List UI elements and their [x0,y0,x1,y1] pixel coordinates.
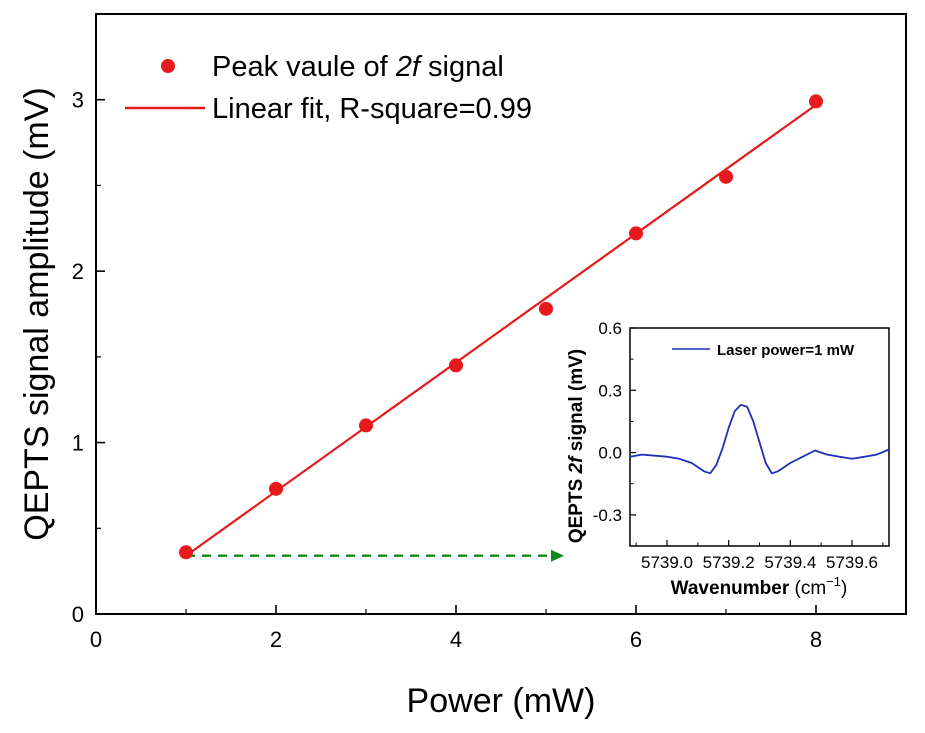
scatter-point-6 [719,169,733,184]
legend-label-scatter: Peak vaule of 2f signal [212,51,504,83]
inset-x-tick-label-1: 5739.2 [703,553,755,572]
inset-x-tick-label-2: 5739.4 [764,553,816,572]
scatter-point-0 [179,545,193,560]
main-plot-frame [95,13,907,615]
inset-legend: Laser power=1 mW [672,342,855,359]
inset-y-axis-title-prefix: QEPTS [566,473,587,543]
inset-y-axis-title-suffix: signal (mV) [566,349,587,457]
main-y-tick-label-0: 0 [72,602,84,627]
main-x-tick-label-0: 0 [90,627,102,652]
main-y-axis-title: QEPTS signal amplitude (mV) [18,87,56,541]
main-y-tick-label-3: 3 [72,88,84,113]
inset-plot-frame [629,327,890,547]
main-axis-ticks: 0 2 4 6 8 0 1 2 3 [72,88,822,652]
scatter-point-4 [539,301,553,316]
scatter-point-1 [269,481,283,496]
main-y-tick-label-1: 1 [72,431,84,456]
inset-x-axis-title-unit-open: (cm [795,578,827,599]
main-x-tick-label-3: 6 [630,627,642,652]
inset-legend-label: Laser power=1 mW [717,342,855,359]
main-x-tick-label-2: 4 [450,627,462,652]
dashed-arrow-head [551,549,564,562]
scatter-point-3 [449,358,463,373]
inset-y-tick-label-1: 0.0 [598,444,622,463]
main-x-tick-label-1: 2 [270,627,282,652]
inset-y-axis-title-italic: 2f [566,455,587,475]
legend-label-scatter-italic: 2f [395,51,423,83]
inset-y-tick-label-0: -0.3 [593,506,622,525]
inset-axis-ticks: 5739.0 5739.2 5739.4 5739.6 -0.3 0.0 0.3 0.6 [593,319,884,572]
main-x-axis-title: Power (mW) [407,682,596,720]
inset-x-axis-title: Wavenumber (cm−1) [671,574,848,599]
main-plot-area [179,94,823,562]
inset-x-axis-title-unit-sup: −1 [826,574,841,589]
inset-x-axis-title-unit-close: ) [841,578,847,599]
inset-plot-area [629,403,890,475]
inset-x-tick-label-3: 5739.6 [826,553,878,572]
inset-series-line [629,403,890,475]
legend-label-line: Linear fit, R-square=0.99 [212,93,532,125]
legend-marker-scatter [161,59,175,73]
inset-x-axis-title-text: Wavenumber [671,578,795,599]
main-y-tick-label-2: 2 [72,259,84,284]
inset-y-axis-title: QEPTS 2f signal (mV) [566,349,587,543]
legend-label-scatter-prefix: Peak vaule of [212,51,396,83]
fit-line-segment [185,103,817,557]
scatter-point-5 [629,226,643,241]
inset-x-tick-label-0: 5739.0 [641,553,693,572]
inset-y-tick-label-2: 0.3 [598,381,622,400]
scatter-point-7 [809,94,823,109]
scatter-point-2 [359,418,373,433]
main-x-tick-label-4: 8 [810,627,822,652]
inset-y-tick-label-3: 0.6 [598,319,622,338]
legend-label-scatter-suffix: signal [420,51,504,83]
main-legend: Peak vaule of 2f signal Linear fit, R-sq… [125,51,532,125]
